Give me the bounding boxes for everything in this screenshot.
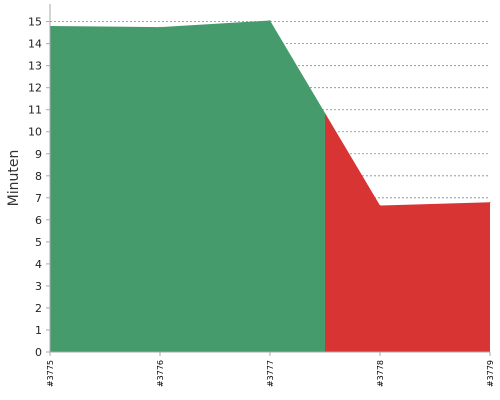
y-tick-label: 9: [35, 148, 42, 161]
area-segment-green: [50, 20, 325, 353]
y-axis-label: Minuten: [6, 150, 22, 207]
x-tick-label: #3778: [376, 360, 385, 387]
y-tick-label: 5: [35, 236, 42, 249]
x-tick-label: #3777: [266, 360, 275, 387]
data-point: [159, 26, 161, 28]
y-tick-label: 4: [35, 258, 42, 271]
y-tick-label: 1: [35, 324, 42, 337]
data-point: [379, 205, 381, 207]
y-tick-label: 3: [35, 280, 42, 293]
y-tick-label: 10: [28, 126, 42, 139]
x-tick-label: #3779: [486, 360, 495, 387]
x-tick-label: #3775: [46, 360, 55, 387]
x-tick-label: #3776: [156, 360, 165, 387]
area-series: [49, 20, 491, 353]
y-tick-label: 7: [35, 192, 42, 205]
y-tick-label: 11: [28, 104, 42, 117]
x-ticks: #3775 #3776 #3777 #3778 #3779: [46, 352, 495, 387]
data-point: [269, 20, 271, 22]
area-segment-red: [325, 113, 490, 352]
y-tick-label: 8: [35, 170, 42, 183]
y-tick-label: 15: [28, 16, 42, 29]
y-tick-label: 0: [35, 346, 42, 359]
y-tick-label: 12: [28, 82, 42, 95]
data-point: [489, 201, 491, 203]
y-tick-label: 13: [28, 60, 42, 73]
y-tick-label: 14: [28, 38, 42, 51]
y-tick-label: 2: [35, 302, 42, 315]
y-tick-label: 6: [35, 214, 42, 227]
